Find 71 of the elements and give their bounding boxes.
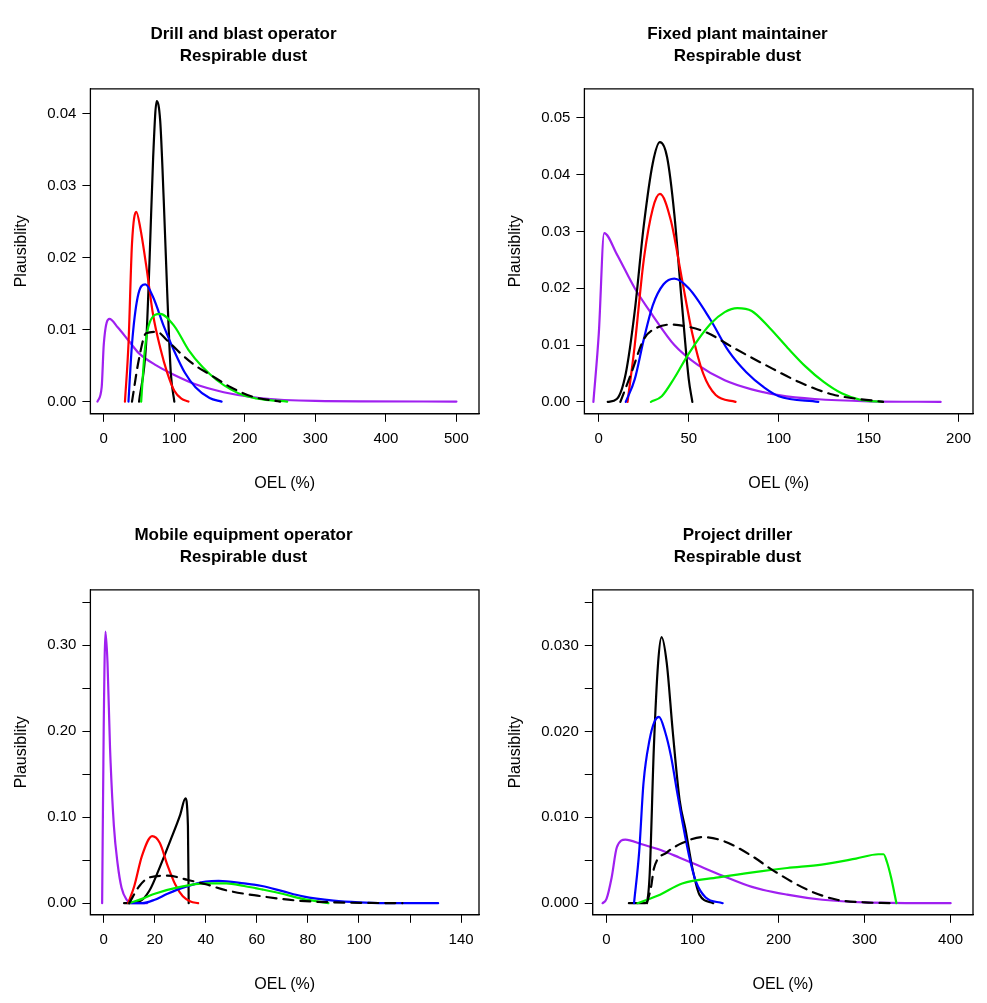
line-series bbox=[592, 232, 942, 403]
y-tick-label: 0.02 bbox=[47, 247, 77, 265]
line-series bbox=[140, 312, 289, 403]
y-tick-label: 0.05 bbox=[541, 107, 571, 125]
y-tick-label: 0.03 bbox=[47, 176, 77, 194]
x-tick-label: 100 bbox=[161, 428, 187, 446]
x-tick-label: 60 bbox=[248, 929, 266, 947]
x-tick-label: 20 bbox=[146, 929, 164, 947]
line-series bbox=[128, 882, 330, 905]
line-series bbox=[96, 317, 458, 403]
x-tick-label: 0 bbox=[602, 929, 611, 947]
line-series bbox=[127, 283, 223, 403]
line-series bbox=[636, 853, 898, 905]
y-axis-title: Plausiblity bbox=[506, 215, 524, 288]
x-tick-label: 100 bbox=[346, 929, 372, 947]
x-axis-title: OEL (%) bbox=[752, 974, 814, 992]
line-series bbox=[632, 715, 724, 905]
x-tick-label: 200 bbox=[946, 428, 972, 446]
line-series bbox=[127, 835, 200, 905]
y-axis-title: Plausiblity bbox=[12, 215, 30, 288]
chart-title: Mobile equipment operator bbox=[134, 524, 353, 544]
x-tick-label: 200 bbox=[766, 929, 792, 947]
y-tick-label: 0.02 bbox=[541, 278, 571, 296]
x-axis-title: OEL (%) bbox=[254, 473, 316, 491]
y-tick-label: 0.10 bbox=[47, 807, 77, 825]
y-tick-label: 0.00 bbox=[541, 392, 571, 410]
x-tick-label: 300 bbox=[852, 929, 878, 947]
y-tick-label: 0.020 bbox=[541, 721, 579, 739]
y-tick-label: 0.04 bbox=[47, 104, 77, 122]
x-axis-title: OEL (%) bbox=[254, 974, 316, 992]
x-tick-label: 400 bbox=[938, 929, 964, 947]
y-tick-label: 0.030 bbox=[541, 635, 579, 653]
x-tick-label: 150 bbox=[856, 428, 882, 446]
x-tick-label: 0 bbox=[594, 428, 603, 446]
y-tick-label: 0.01 bbox=[541, 335, 571, 353]
line-series bbox=[626, 192, 737, 403]
chart-title: Fixed plant maintainer bbox=[647, 23, 829, 43]
chart-title: Drill and blast operator bbox=[150, 23, 337, 43]
y-axis-title: Plausiblity bbox=[506, 716, 524, 789]
y-tick-label: 0.01 bbox=[47, 319, 77, 337]
y-tick-label: 0.04 bbox=[541, 164, 571, 182]
x-tick-label: 80 bbox=[299, 929, 317, 947]
x-tick-label: 0 bbox=[99, 428, 108, 446]
y-tick-label: 0.010 bbox=[541, 807, 579, 825]
chart-subtitle: Respirable dust bbox=[179, 547, 308, 567]
y-axis-title: Plausiblity bbox=[12, 716, 30, 789]
x-tick-label: 100 bbox=[766, 428, 792, 446]
chart-title: Project driller bbox=[682, 524, 793, 544]
line-series bbox=[624, 277, 820, 403]
y-tick-label: 0.03 bbox=[541, 221, 571, 239]
line-series bbox=[123, 210, 190, 403]
x-tick-label: 200 bbox=[232, 428, 258, 446]
x-tick-label: 300 bbox=[302, 428, 328, 446]
line-series bbox=[601, 838, 952, 905]
x-axis-title: OEL (%) bbox=[748, 473, 810, 491]
chart-subtitle: Respirable dust bbox=[673, 547, 802, 567]
x-tick-label: 140 bbox=[448, 929, 474, 947]
x-tick-label: 50 bbox=[680, 428, 698, 446]
y-tick-label: 0.30 bbox=[47, 635, 77, 653]
chart-subtitle: Respirable dust bbox=[673, 46, 802, 66]
y-tick-label: 0.000 bbox=[541, 893, 579, 911]
x-tick-label: 100 bbox=[680, 929, 706, 947]
line-series bbox=[101, 630, 149, 905]
chart-subtitle: Respirable dust bbox=[179, 46, 308, 66]
x-tick-label: 500 bbox=[443, 428, 469, 446]
y-tick-label: 0.00 bbox=[47, 893, 77, 911]
y-tick-label: 0.20 bbox=[47, 721, 77, 739]
y-tick-label: 0.00 bbox=[47, 391, 77, 409]
x-tick-label: 0 bbox=[99, 929, 108, 947]
x-tick-label: 400 bbox=[373, 428, 399, 446]
x-tick-label: 40 bbox=[197, 929, 215, 947]
